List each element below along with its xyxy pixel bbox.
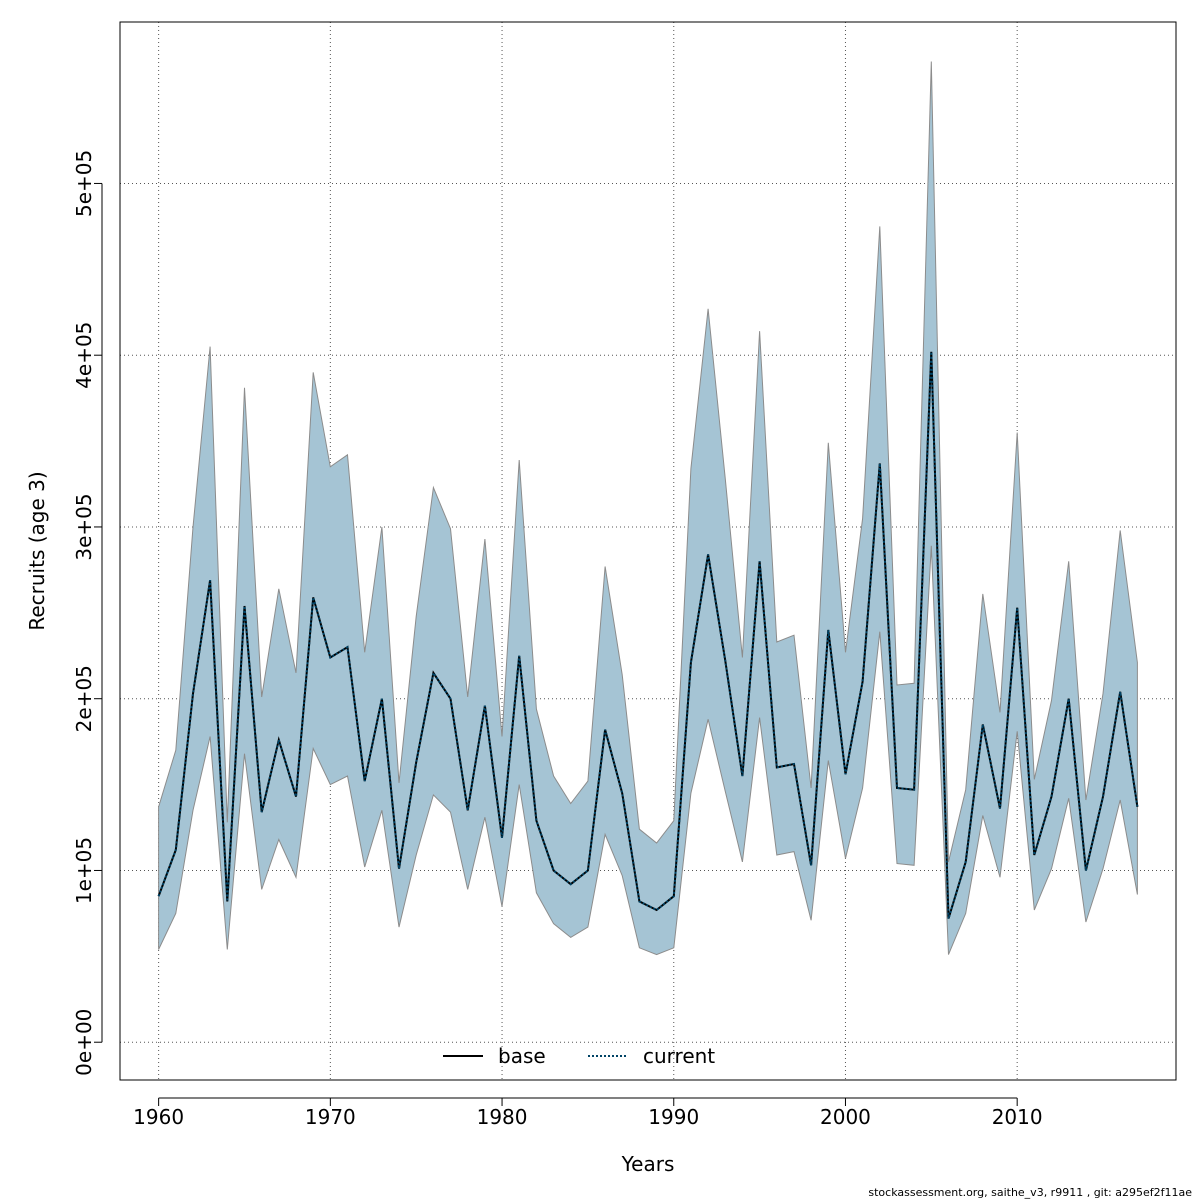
legend-label-base: base xyxy=(498,1044,546,1068)
x-tick-label: 1970 xyxy=(305,1105,356,1129)
series-line-current xyxy=(157,351,1139,919)
y-tick-label: 4e+05 xyxy=(72,322,96,389)
confidence-band-area xyxy=(158,61,1138,956)
footer-credit: stockassessment.org, saithe_v3, r9911 , … xyxy=(868,1186,1192,1199)
x-tick-label: 1990 xyxy=(648,1105,699,1129)
y-axis-title: Recruits (age 3) xyxy=(25,471,49,630)
y-tick-label: 1e+05 xyxy=(72,837,96,904)
y-tick-label: 3e+05 xyxy=(72,493,96,560)
series-lines xyxy=(157,351,1139,919)
y-tick-label: 5e+05 xyxy=(72,150,96,217)
y-tick-label: 2e+05 xyxy=(72,665,96,732)
confidence-band xyxy=(158,61,1138,956)
legend-label-current: current xyxy=(643,1044,715,1068)
y-axis: 0e+00 1e+05 2e+05 3e+05 4e+05 5e+05 xyxy=(72,150,103,1076)
x-tick-label: 2000 xyxy=(820,1105,871,1129)
x-tick-label: 1980 xyxy=(477,1105,528,1129)
grid xyxy=(120,22,1176,1080)
plot-frame xyxy=(119,21,1177,1081)
x-tick-label: 2010 xyxy=(992,1105,1043,1129)
x-tick-label: 1960 xyxy=(133,1105,184,1129)
x-axis: 1960 1970 1980 1990 2000 2010 xyxy=(133,1097,1043,1129)
x-axis-title: Years xyxy=(621,1152,675,1176)
legend: base current xyxy=(443,1044,715,1068)
y-tick-label: 0e+00 xyxy=(72,1009,96,1076)
